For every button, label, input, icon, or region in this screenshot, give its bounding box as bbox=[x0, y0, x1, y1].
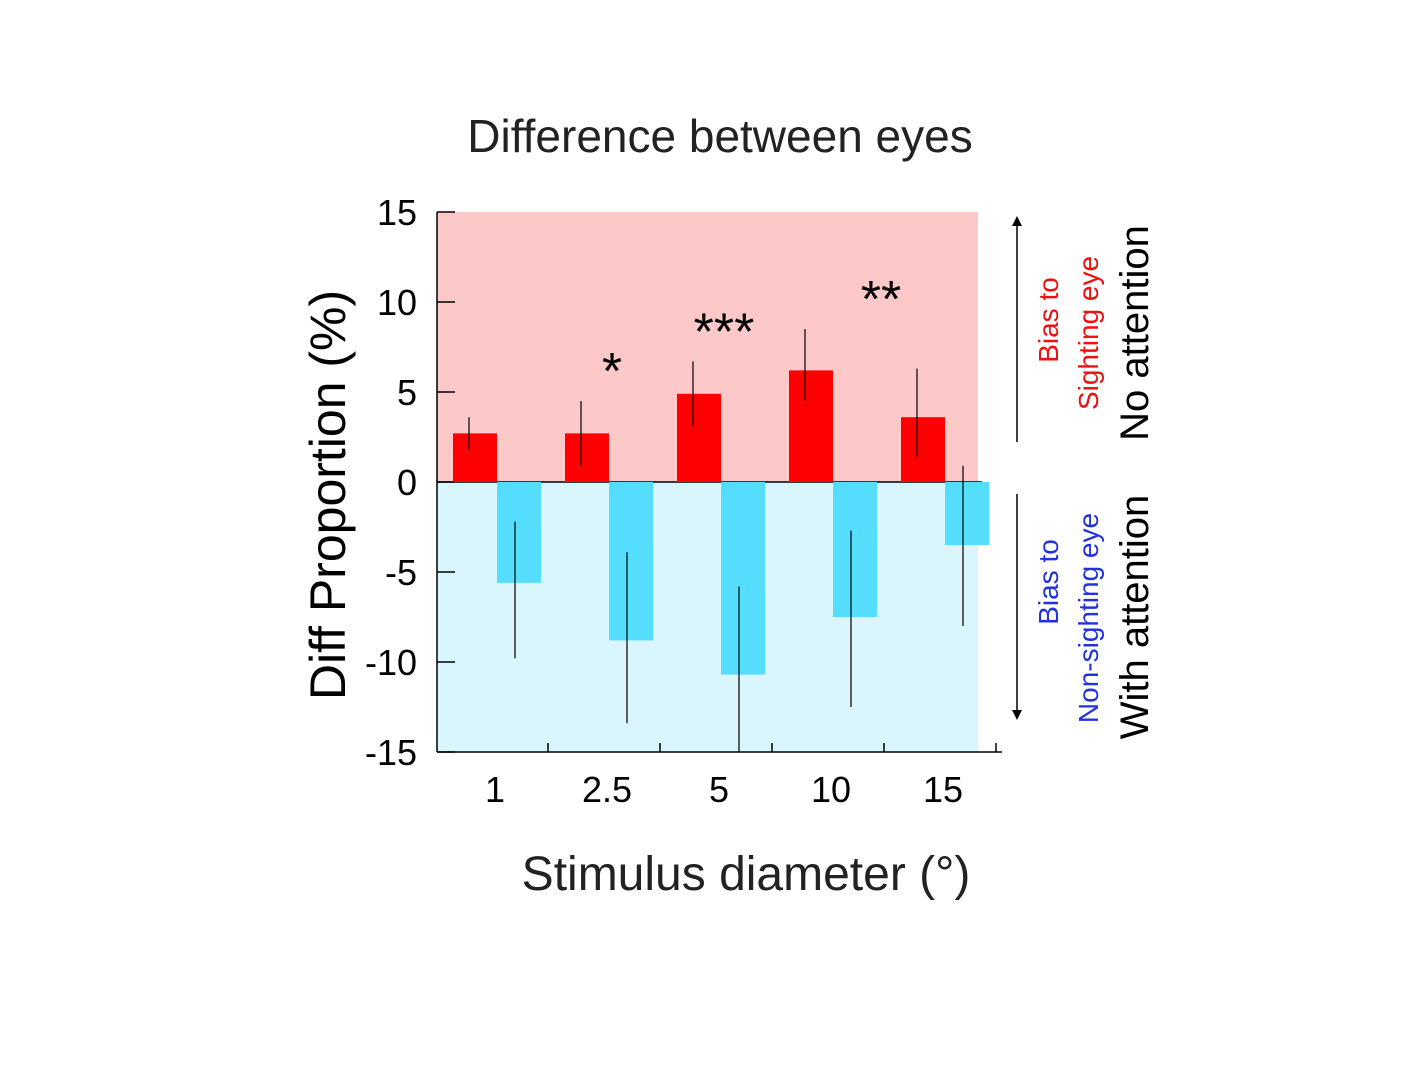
y-ticks: 15 10 5 0 -5 -10 -15 bbox=[365, 192, 455, 773]
x-tick-label: 15 bbox=[923, 769, 963, 810]
x-tick-label: 2.5 bbox=[582, 769, 632, 810]
y-tick-label: -10 bbox=[365, 642, 417, 683]
y-tick-label: 10 bbox=[377, 282, 417, 323]
bar-with-attention bbox=[721, 482, 765, 675]
y-tick-label: 0 bbox=[397, 462, 417, 503]
bar-no-attention bbox=[789, 370, 833, 482]
x-ticks: 1 2.5 5 10 15 bbox=[485, 743, 997, 810]
chart-title: Difference between eyes bbox=[467, 110, 972, 162]
right-annotations: Bias to Sighting eye No attention Bias t… bbox=[1012, 216, 1157, 739]
bars bbox=[453, 370, 989, 675]
y-tick-label: 5 bbox=[397, 372, 417, 413]
x-tick-label: 5 bbox=[709, 769, 729, 810]
positive-bias-line2: Sighting eye bbox=[1073, 256, 1104, 410]
negative-condition-label: With attention bbox=[1113, 495, 1157, 740]
significance-mark: *** bbox=[694, 303, 755, 361]
bar-with-attention bbox=[945, 482, 989, 545]
bar-with-attention bbox=[609, 482, 653, 641]
negative-bias-line2: Non-sighting eye bbox=[1073, 513, 1104, 723]
positive-condition-label: No attention bbox=[1113, 225, 1157, 441]
significance-mark: ** bbox=[861, 271, 901, 329]
up-arrow-head-icon bbox=[1012, 216, 1022, 226]
x-tick-label: 1 bbox=[485, 769, 505, 810]
bar-no-attention bbox=[677, 393, 721, 482]
significance-mark: * bbox=[602, 343, 622, 401]
significance-marks: ****** bbox=[602, 271, 901, 401]
x-tick-label: 10 bbox=[811, 769, 851, 810]
y-tick-label: -5 bbox=[385, 552, 417, 593]
y-tick-label: 15 bbox=[377, 192, 417, 233]
y-axis-label: Diff Proportion (%) bbox=[300, 290, 356, 700]
bar-with-attention bbox=[833, 482, 877, 617]
bar-no-attention bbox=[565, 433, 609, 482]
bar-with-attention bbox=[497, 482, 541, 583]
bar-no-attention bbox=[901, 417, 945, 482]
error-bars bbox=[468, 329, 964, 752]
bar-no-attention bbox=[453, 433, 497, 482]
x-axis-label: Stimulus diameter (°) bbox=[522, 848, 971, 901]
negative-bias-line1: Bias to bbox=[1033, 539, 1064, 625]
y-tick-label: -15 bbox=[365, 732, 417, 773]
positive-bias-line1: Bias to bbox=[1033, 277, 1064, 363]
down-arrow-head-icon bbox=[1012, 710, 1022, 720]
